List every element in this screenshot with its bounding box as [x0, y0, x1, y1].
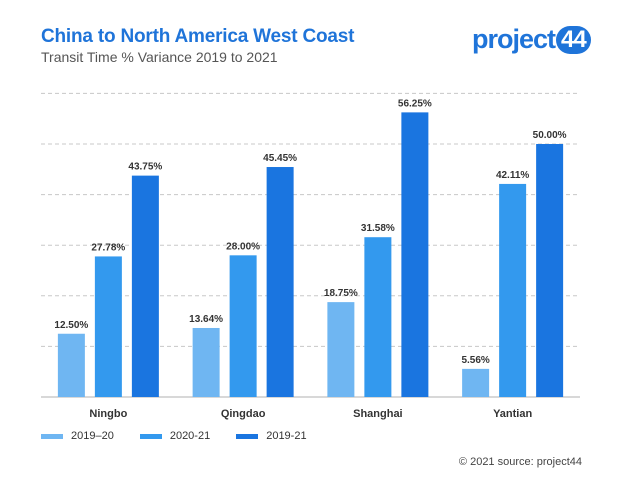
- data-label: 12.50%: [54, 320, 88, 331]
- bar: [266, 167, 294, 397]
- data-label: 42.11%: [496, 170, 529, 181]
- bar: [364, 237, 392, 397]
- bar: [229, 255, 257, 397]
- data-label: 56.25%: [398, 98, 432, 109]
- data-label: 18.75%: [324, 288, 358, 299]
- legend-item-2019-20: 2019–20: [41, 430, 114, 442]
- chart-title: China to North America West Coast: [41, 26, 355, 47]
- legend: 2019–20 2020-21 2019-21: [41, 430, 333, 442]
- legend-swatch: [236, 433, 259, 439]
- category-label: Ningbo: [89, 408, 127, 420]
- data-label: 13.64%: [189, 314, 223, 325]
- bar: [536, 144, 564, 397]
- bar: [327, 302, 355, 397]
- bar: [462, 368, 490, 397]
- data-label: 50.00%: [533, 130, 567, 141]
- legend-item-2020-21: 2020-21: [139, 430, 211, 442]
- source-note: © 2021 source: project44: [458, 456, 582, 468]
- data-label: 28.00%: [226, 241, 260, 252]
- legend-label: 2020-21: [169, 430, 211, 442]
- data-label: 43.75%: [128, 162, 162, 173]
- category-label: Yantian: [493, 408, 532, 420]
- category-label: Shanghai: [353, 408, 403, 420]
- legend-label: 2019–20: [71, 430, 114, 442]
- legend-swatch: [139, 433, 162, 439]
- project44-logo: project 44: [472, 24, 591, 55]
- data-label: 5.56%: [461, 355, 489, 366]
- bar: [57, 333, 85, 397]
- bar: [131, 175, 159, 397]
- legend-swatch: [41, 433, 63, 439]
- logo-text: project: [472, 24, 556, 54]
- data-label: 31.58%: [361, 223, 395, 234]
- logo-number: 44: [556, 25, 591, 54]
- category-label: Qingdao: [221, 408, 266, 420]
- bar: [401, 112, 429, 397]
- legend-item-2019-21: 2019-21: [236, 430, 307, 442]
- bar: [94, 256, 122, 397]
- chart-subtitle: Transit Time % Variance 2019 to 2021: [41, 49, 278, 65]
- data-label: 45.45%: [263, 153, 297, 164]
- legend-label: 2019-21: [266, 430, 307, 442]
- bar: [192, 327, 220, 397]
- data-label: 27.78%: [91, 242, 125, 253]
- bar: [499, 183, 527, 397]
